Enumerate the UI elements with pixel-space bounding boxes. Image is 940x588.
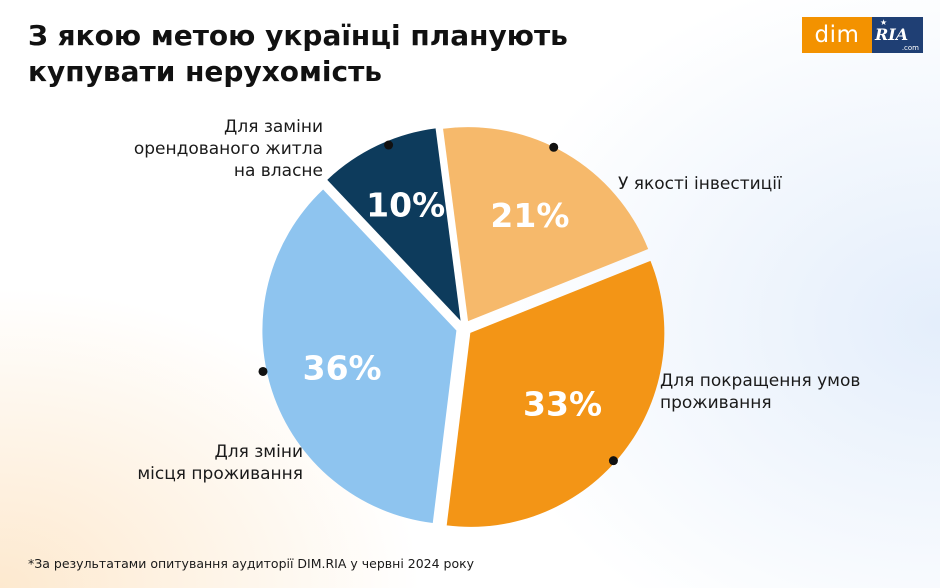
slice-value-label-1: 10% <box>366 186 445 225</box>
chart-title-line-1: З якою метою українці планують <box>28 19 568 52</box>
chart-title: З якою метою українці планують купувати … <box>28 18 628 90</box>
slice-value-label-0: 36% <box>303 349 382 388</box>
slice-value-label-2: 21% <box>490 196 569 235</box>
chart-title-line-2: купувати нерухомість <box>28 55 383 88</box>
callout-label-1: У якості інвестиції <box>618 174 782 194</box>
logo-ria-text: RIA <box>875 25 909 44</box>
callout-label-2: Для покращення умов проживання <box>660 371 861 413</box>
callout-label-3: Для зміни місця проживання <box>137 442 303 484</box>
callout-dot-1 <box>384 140 394 150</box>
callout-dot-2 <box>549 142 559 152</box>
pie-slice-1 <box>327 128 461 321</box>
footnote: *За результатами опитування аудиторії DI… <box>28 556 475 571</box>
logo-ria-block: ★ RIA .com <box>872 17 923 53</box>
dim-ria-logo[interactable]: dim ★ RIA .com <box>802 17 923 53</box>
pie-slice-2 <box>443 127 649 322</box>
pie-slice-0 <box>262 189 457 524</box>
slice-value-label-3: 33% <box>523 384 602 423</box>
logo-dim-text: dim <box>802 17 872 53</box>
logo-ria-suffix: .com <box>901 44 919 52</box>
callout-label-0: Для заміни орендованого житла на власне <box>133 117 323 181</box>
callout-dot-0 <box>258 366 268 376</box>
star-icon: ★ <box>880 18 888 27</box>
callout-dot-3 <box>608 456 618 466</box>
